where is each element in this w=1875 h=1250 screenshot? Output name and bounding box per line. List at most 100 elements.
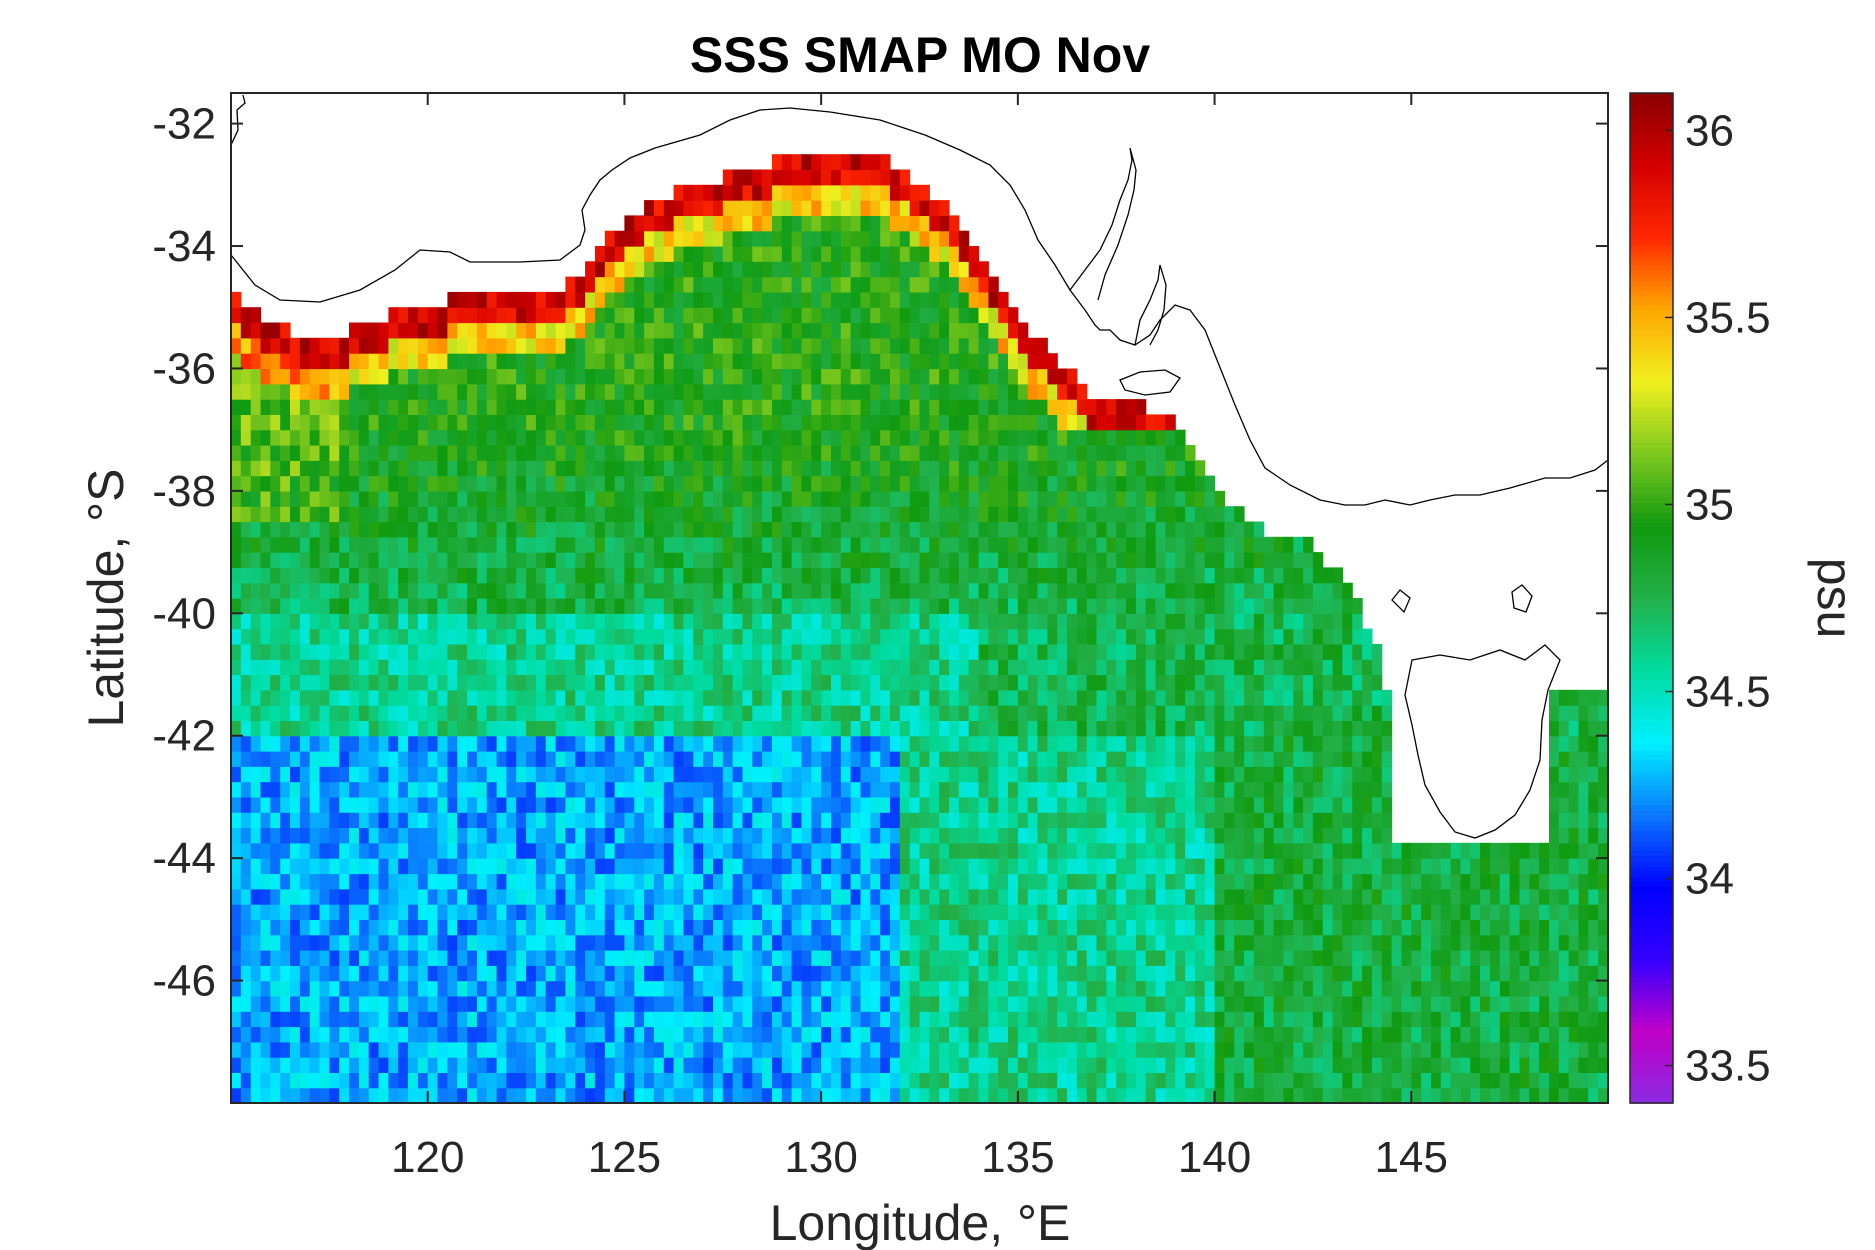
- salinity-cell: [831, 567, 842, 584]
- salinity-cell: [663, 429, 675, 446]
- salinity-cell: [634, 720, 645, 737]
- salinity-cell: [1067, 904, 1078, 920]
- salinity-cell: [673, 567, 684, 584]
- salinity-cell: [762, 490, 773, 507]
- salinity-cell: [998, 445, 1009, 461]
- salinity-cell: [358, 460, 370, 477]
- salinity-cell: [850, 1026, 861, 1043]
- salinity-cell: [1037, 873, 1048, 890]
- salinity-cell: [526, 445, 537, 461]
- salinity-cell: [329, 383, 340, 400]
- salinity-cell: [831, 674, 842, 691]
- salinity-cell: [299, 506, 311, 523]
- salinity-cell: [1096, 705, 1107, 721]
- salinity-cell: [1086, 582, 1098, 599]
- salinity-cell: [811, 368, 822, 385]
- salinity-cell: [958, 1041, 970, 1058]
- salinity-cell: [811, 445, 822, 461]
- salinity-cell: [860, 460, 871, 477]
- salinity-cell: [329, 490, 340, 507]
- salinity-cell: [339, 1041, 350, 1058]
- salinity-cell: [1008, 842, 1019, 859]
- salinity-cell: [683, 291, 694, 308]
- salinity-cell: [693, 643, 704, 660]
- salinity-cell: [299, 934, 311, 951]
- salinity-cell: [880, 766, 891, 783]
- salinity-cell: [604, 751, 616, 767]
- salinity-cell: [929, 261, 940, 278]
- salinity-cell: [703, 613, 714, 630]
- salinity-cell: [772, 934, 783, 951]
- salinity-cell: [457, 1026, 468, 1043]
- salinity-cell: [604, 598, 616, 614]
- salinity-cell: [457, 399, 468, 415]
- salinity-cell: [358, 888, 370, 905]
- salinity-cell: [1017, 536, 1029, 553]
- salinity-cell: [831, 414, 842, 431]
- salinity-cell: [644, 919, 655, 936]
- salinity-cell: [408, 720, 419, 737]
- salinity-cell: [417, 307, 429, 324]
- salinity-cell: [240, 705, 252, 721]
- salinity-cell: [1008, 643, 1019, 660]
- salinity-cell: [673, 689, 684, 706]
- salinity-cell: [821, 751, 832, 767]
- salinity-cell: [772, 383, 783, 400]
- salinity-cell: [535, 414, 547, 431]
- salinity-cell: [860, 276, 871, 293]
- salinity-cell: [585, 873, 596, 890]
- salinity-cell: [978, 582, 989, 599]
- salinity-cell: [683, 475, 694, 492]
- salinity-cell: [231, 475, 242, 492]
- salinity-cell: [840, 200, 852, 216]
- salinity-cell: [1027, 812, 1039, 829]
- salinity-cell: [742, 705, 753, 721]
- salinity-cell: [476, 567, 488, 584]
- salinity-cell: [1017, 659, 1029, 676]
- salinity-cell: [890, 353, 901, 370]
- salinity-cell: [309, 827, 321, 844]
- salinity-cell: [919, 689, 930, 706]
- salinity-cell: [398, 1057, 409, 1073]
- salinity-cell: [919, 1072, 930, 1089]
- salinity-cell: [299, 781, 311, 798]
- salinity-cell: [250, 689, 262, 706]
- salinity-cell: [614, 705, 625, 721]
- salinity-cell: [732, 261, 743, 278]
- salinity-cell: [388, 536, 399, 553]
- salinity-cell: [673, 781, 684, 798]
- salinity-cell: [663, 307, 675, 324]
- salinity-cell: [791, 919, 802, 936]
- salinity-cell: [280, 1057, 291, 1073]
- salinity-cell: [467, 720, 478, 737]
- salinity-cell: [850, 674, 861, 691]
- salinity-cell: [840, 337, 852, 354]
- salinity-cell: [1076, 399, 1088, 415]
- salinity-cell: [781, 873, 793, 890]
- salinity-cell: [978, 674, 989, 691]
- salinity-cell: [683, 919, 694, 936]
- salinity-cell: [506, 904, 517, 920]
- salinity-cell: [516, 399, 527, 415]
- salinity-cell: [860, 506, 871, 523]
- salinity-cell: [949, 643, 960, 660]
- salinity-cell: [840, 751, 852, 767]
- salinity-cell: [408, 904, 419, 920]
- salinity-cell: [791, 582, 802, 599]
- salinity-cell: [496, 689, 507, 706]
- salinity-cell: [250, 827, 262, 844]
- salinity-cell: [978, 1026, 989, 1043]
- salinity-cell: [998, 827, 1009, 844]
- salinity-cell: [614, 766, 625, 783]
- salinity-cell: [1106, 460, 1117, 477]
- salinity-cell: [506, 643, 517, 660]
- salinity-cell: [349, 460, 360, 477]
- salinity-cell: [978, 506, 989, 523]
- salinity-cell: [290, 460, 301, 477]
- salinity-cell: [929, 812, 940, 829]
- salinity-cell: [398, 873, 409, 890]
- salinity-cell: [585, 414, 596, 431]
- salinity-cell: [290, 429, 301, 446]
- salinity-cell: [929, 445, 940, 461]
- salinity-cell: [1106, 873, 1117, 890]
